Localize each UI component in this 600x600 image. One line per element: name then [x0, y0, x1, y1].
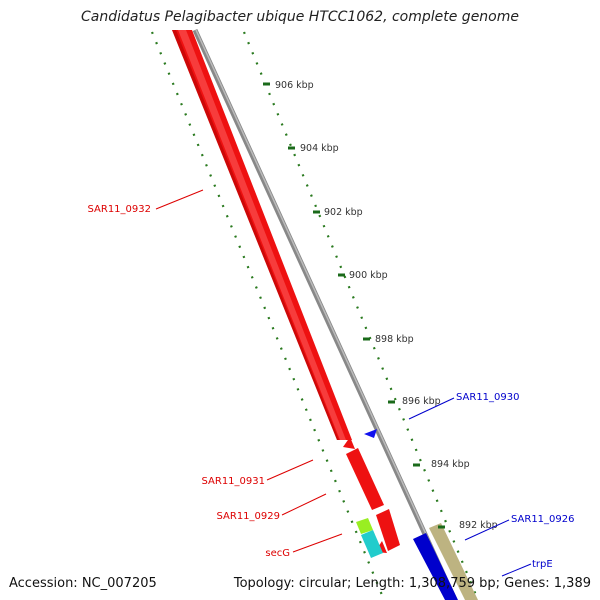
map-title: Candidatus Pelagibacter ubique HTCC1062,… — [80, 9, 519, 25]
topology-label: Topology: — [233, 576, 299, 591]
accession-value: NC_007205 — [81, 576, 157, 591]
tick-label: 894 kbp — [431, 459, 470, 470]
genes-label: Genes: — [504, 576, 554, 591]
tick-label: 902 kbp — [324, 207, 363, 218]
accession-info: Accession: NC_007205 — [9, 576, 157, 591]
gene-label-secG[interactable]: secG — [265, 548, 290, 559]
secG-features[interactable] — [356, 518, 383, 558]
gene-label-SAR11_0931[interactable]: SAR11_0931 — [202, 476, 266, 487]
backbone-ring — [192, 28, 458, 600]
gene-label-SAR11_0926[interactable]: SAR11_0926 — [511, 514, 575, 525]
tick-label: 892 kbp — [459, 520, 498, 531]
tick-labels: 906 kbp 904 kbp 902 kbp 900 kbp 898 kbp … — [275, 80, 498, 531]
tick-label: 898 kbp — [375, 334, 414, 345]
genome-summary: Topology: circular; Length: 1,308,759 bp… — [233, 576, 591, 591]
forward-arrow-marker — [364, 429, 377, 438]
length-label: Length: — [355, 576, 409, 591]
length-value: 1,308,759 bp — [408, 576, 496, 591]
gene-label-leaders — [155, 189, 532, 577]
gene-label-SAR11_0930[interactable]: SAR11_0930 — [456, 392, 520, 403]
tick-label: 904 kbp — [300, 143, 339, 154]
gene-label-trpE[interactable]: trpE — [532, 559, 553, 570]
gene-label-SAR11_0929[interactable]: SAR11_0929 — [217, 511, 281, 522]
reverse-gene-block[interactable] — [346, 448, 400, 551]
genes-value: 1,389 — [553, 576, 591, 591]
tick-marks — [263, 82, 445, 529]
forward-gene-block[interactable] — [413, 523, 478, 600]
gene-labels: SAR11_0932 SAR11_0931 SAR11_0929 secG SA… — [88, 204, 575, 570]
tick-label: 896 kbp — [402, 396, 441, 407]
tick-label: 906 kbp — [275, 80, 314, 91]
tick-label: 900 kbp — [349, 270, 388, 281]
accession-label: Accession: — [9, 576, 82, 591]
gene-label-SAR11_0932[interactable]: SAR11_0932 — [88, 204, 152, 215]
reverse-strand-gene-band[interactable] — [172, 30, 352, 440]
topology-value: circular — [298, 576, 347, 591]
